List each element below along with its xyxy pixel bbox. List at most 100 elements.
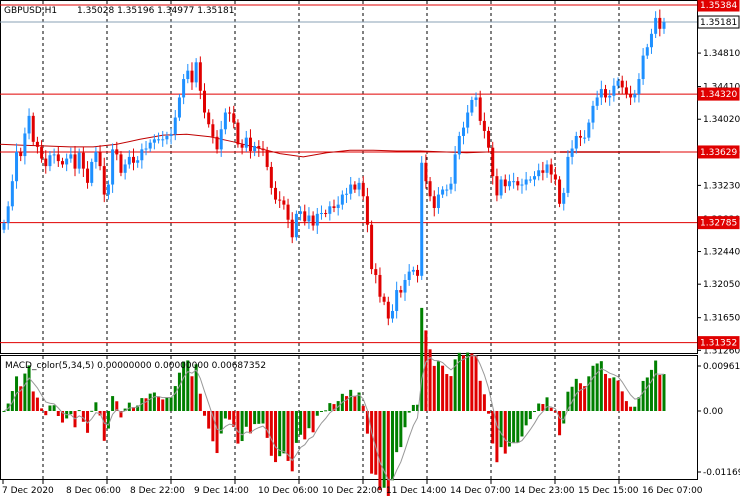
candle-body bbox=[207, 112, 211, 125]
macd-bar bbox=[516, 411, 520, 443]
macd-bar bbox=[654, 360, 658, 411]
macd-bar bbox=[94, 402, 98, 411]
candle-body bbox=[361, 182, 365, 197]
candle-body bbox=[311, 215, 315, 226]
candle-body bbox=[203, 90, 207, 113]
macd-bar bbox=[10, 391, 14, 411]
price-tags: 1.35384 1.35181 1.34320 1.33629 1.32785 1.313… bbox=[697, 0, 740, 350]
candle-body bbox=[152, 139, 156, 143]
price-tag bbox=[697, 87, 740, 101]
candle-body bbox=[131, 156, 135, 163]
macd-bar bbox=[645, 377, 649, 411]
macd-panel[interactable] bbox=[0, 355, 698, 480]
macd-bar bbox=[294, 411, 298, 443]
macd-bar bbox=[140, 398, 144, 411]
price-tag-label: 1.32785 bbox=[700, 219, 737, 229]
candle-body bbox=[102, 166, 106, 195]
price-panel[interactable] bbox=[0, 0, 698, 354]
candle-body bbox=[77, 152, 81, 169]
candle-body bbox=[81, 152, 85, 169]
macd-bar bbox=[428, 349, 432, 411]
candle-body bbox=[545, 164, 549, 173]
candle-body bbox=[244, 137, 248, 148]
candle-body bbox=[520, 184, 524, 186]
macd-bar bbox=[637, 397, 641, 411]
price-tick-label: 1.34810 bbox=[703, 49, 740, 59]
macd-bar bbox=[361, 405, 365, 411]
header-symbol: GBPUSD,H1 bbox=[4, 6, 57, 16]
macd-bar bbox=[390, 411, 394, 481]
macd-bar bbox=[290, 411, 294, 472]
candle-body bbox=[457, 135, 461, 155]
macd-bar bbox=[495, 411, 499, 463]
candle-body bbox=[466, 112, 470, 128]
candle-body bbox=[395, 290, 399, 311]
macd-bar bbox=[633, 406, 637, 411]
macd-bar bbox=[81, 411, 85, 422]
candle-body bbox=[211, 124, 215, 137]
macd-bar bbox=[44, 411, 48, 416]
macd-bar bbox=[474, 355, 478, 411]
candle-body bbox=[570, 148, 574, 157]
macd-bar bbox=[512, 411, 516, 444]
macd-bar bbox=[69, 411, 73, 415]
macd-bar bbox=[144, 398, 148, 411]
macd-bar bbox=[90, 410, 94, 412]
candle-body bbox=[553, 174, 557, 180]
price-tag bbox=[697, 15, 740, 29]
macd-bar bbox=[395, 411, 399, 453]
candle-body bbox=[624, 87, 628, 95]
candle-body bbox=[269, 166, 273, 188]
candle-body bbox=[169, 134, 173, 136]
candle-body bbox=[232, 113, 236, 123]
macd-bar bbox=[257, 411, 261, 424]
macd-bar bbox=[403, 411, 407, 428]
macd-bar bbox=[482, 394, 486, 411]
candle-body bbox=[645, 47, 649, 56]
candle-body bbox=[15, 151, 19, 182]
candle-body bbox=[299, 211, 303, 214]
candle-body bbox=[537, 170, 541, 177]
macd-bar bbox=[23, 373, 27, 411]
macd-bar bbox=[102, 411, 106, 441]
macd-bar bbox=[40, 408, 44, 411]
macd-bar bbox=[641, 380, 645, 411]
candle-body bbox=[604, 89, 608, 98]
candle-body bbox=[629, 94, 633, 98]
macd-bar bbox=[549, 407, 553, 411]
candle-body bbox=[487, 130, 491, 148]
candle-body bbox=[595, 97, 599, 106]
time-label: 8 Dec 22:00 bbox=[130, 486, 185, 496]
macd-bar bbox=[315, 411, 319, 416]
candle-body bbox=[478, 97, 482, 121]
candle-body bbox=[411, 269, 415, 272]
candle-body bbox=[587, 122, 591, 138]
candle-body bbox=[10, 181, 14, 207]
macd-bar bbox=[131, 407, 135, 411]
candle-body bbox=[186, 70, 190, 80]
candle-body bbox=[524, 179, 528, 185]
macd-bar bbox=[453, 359, 457, 411]
candle-body bbox=[662, 22, 666, 29]
candle-body bbox=[90, 161, 94, 183]
candle-body bbox=[332, 206, 336, 208]
price-tick-label: 1.32440 bbox=[703, 248, 740, 258]
candle-body bbox=[649, 33, 653, 48]
macd-bar bbox=[223, 411, 227, 419]
candle-body bbox=[182, 79, 186, 98]
candle-body bbox=[157, 139, 161, 141]
time-label: 15 Dec 15:00 bbox=[578, 486, 639, 496]
macd-bar bbox=[378, 411, 382, 491]
candle-body bbox=[144, 148, 148, 150]
macd-bar bbox=[207, 411, 211, 429]
candle-body bbox=[441, 189, 445, 195]
macd-bar bbox=[186, 360, 190, 411]
candle-body bbox=[612, 85, 616, 96]
candle-body bbox=[286, 204, 290, 220]
candle-body bbox=[654, 17, 658, 34]
macd-bar bbox=[370, 411, 374, 474]
candle-body bbox=[591, 105, 595, 123]
price-tag-label: 1.35181 bbox=[700, 18, 737, 28]
time-label: 10 Dec 22:00 bbox=[322, 486, 383, 496]
